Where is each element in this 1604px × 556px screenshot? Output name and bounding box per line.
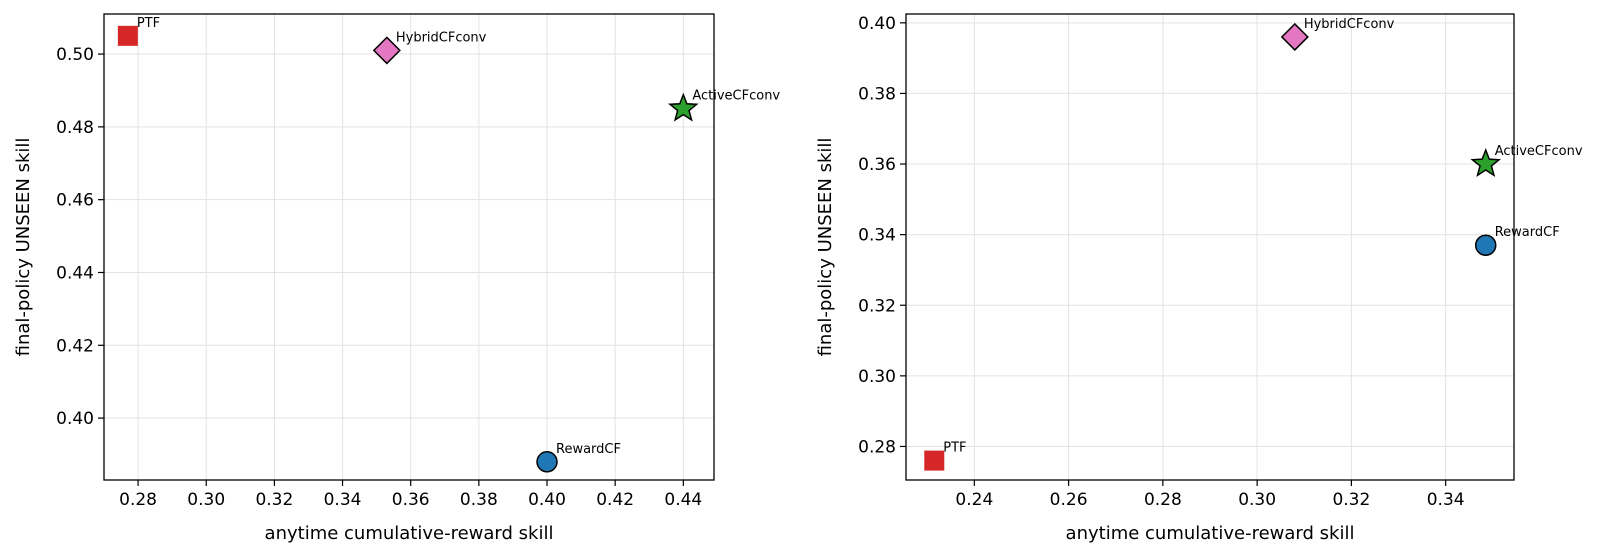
plot-frame <box>905 13 1515 481</box>
scatter-panel-right: 0.24 0.26 0.28 0.30 0.32 0.34 0.28 0.30 0.32 0.34… <box>815 13 1583 544</box>
scatter-panel-left: 0.28 0.30 0.32 0.34 0.36 0.38 0.40 0.42 0.44 0.40… <box>13 13 780 544</box>
x-tick-label: 0.32 <box>1332 490 1370 510</box>
data-point-activecfconv-star-marker <box>668 92 699 122</box>
x-axis-label: anytime cumulative-reward skill <box>265 523 554 544</box>
point-label-activecfconv: ActiveCFconv <box>1495 144 1583 159</box>
x-tick-label: 0.38 <box>460 490 498 510</box>
x-tick-label: 0.42 <box>596 490 634 510</box>
data-point-rewardcf-circle-marker <box>536 451 558 473</box>
data-point-activecfconv-star-marker <box>1470 147 1502 178</box>
point-label-activecfconv: ActiveCFconv <box>692 89 780 104</box>
x-tick-label: 0.30 <box>187 490 225 510</box>
data-point-ptf-square-marker <box>924 450 945 471</box>
y-tick-label: 0.32 <box>858 296 896 316</box>
y-tick-label: 0.28 <box>858 437 896 457</box>
y-tick-label: 0.30 <box>858 367 896 387</box>
data-point-rewardcf-circle-marker <box>1474 234 1497 256</box>
point-label-ptf: PTF <box>137 16 160 31</box>
x-tick-label: 0.34 <box>324 490 362 510</box>
x-tick-label: 0.40 <box>528 490 566 510</box>
data-point-hybridcfconv-diamond-marker <box>372 36 401 65</box>
x-tick-label: 0.26 <box>1050 490 1088 510</box>
y-tick-label: 0.36 <box>858 155 896 175</box>
data-point-ptf-square-marker <box>117 25 138 46</box>
x-tick-label: 0.44 <box>664 490 702 510</box>
x-tick-label: 0.36 <box>392 490 430 510</box>
y-tick-label: 0.50 <box>56 45 94 65</box>
point-label-ptf: PTF <box>943 441 966 456</box>
y-tick-label: 0.42 <box>56 336 94 356</box>
data-point-hybridcfconv-diamond-marker <box>1280 22 1309 52</box>
y-tick-label: 0.44 <box>56 263 94 283</box>
x-tick-label: 0.28 <box>1144 490 1182 510</box>
x-tick-label: 0.34 <box>1427 490 1465 510</box>
plot-frame <box>103 13 715 481</box>
x-tick-label: 0.24 <box>955 490 993 510</box>
x-axis-label: anytime cumulative-reward skill <box>1066 523 1355 544</box>
point-label-rewardcf: RewardCF <box>556 442 621 457</box>
y-tick-label: 0.40 <box>858 14 896 34</box>
point-label-hybridcfconv: HybridCFconv <box>396 30 487 45</box>
y-axis-label: final-policy UNSEEN skill <box>13 138 34 357</box>
y-axis-label: final-policy UNSEEN skill <box>815 138 836 357</box>
point-label-rewardcf: RewardCF <box>1495 225 1560 240</box>
y-tick-label: 0.46 <box>56 191 94 211</box>
y-tick-label: 0.34 <box>858 226 896 246</box>
y-tick-label: 0.40 <box>56 409 94 429</box>
x-tick-label: 0.28 <box>119 490 157 510</box>
point-label-hybridcfconv: HybridCFconv <box>1304 17 1395 32</box>
x-tick-label: 0.32 <box>255 490 293 510</box>
y-tick-label: 0.48 <box>56 118 94 138</box>
x-tick-label: 0.30 <box>1238 490 1276 510</box>
y-tick-label: 0.38 <box>858 84 896 104</box>
